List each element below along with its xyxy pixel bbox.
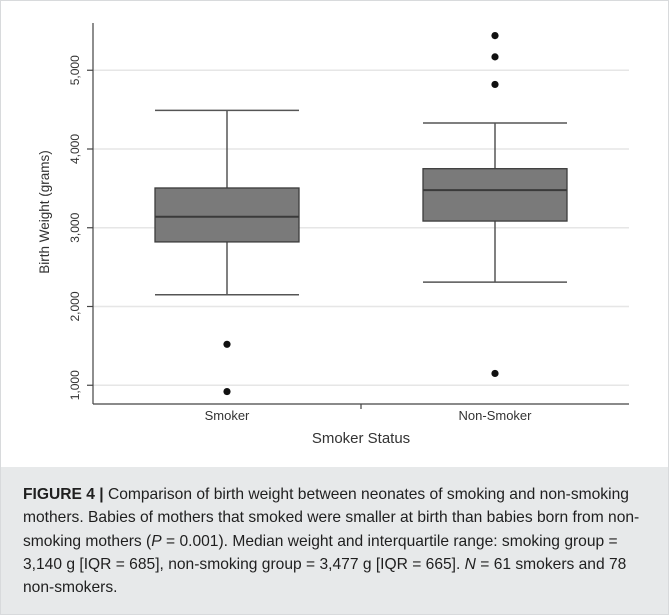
boxes <box>154 31 568 396</box>
outlier-non-smoker-1 <box>491 31 499 40</box>
x-tick-label-non-smoker: Non-Smoker <box>459 408 533 423</box>
caption-background <box>1 467 668 614</box>
y-tick-label-2000: 2,000 <box>68 291 82 321</box>
figure-caption: FIGURE 4 | Comparison of birth weight be… <box>23 483 653 599</box>
outlier-non-smoker-3 <box>491 80 499 89</box>
caption-text-part-3: = 61 smokers and 78 non-smokers. <box>23 555 627 597</box>
y-tick-label-3000: 3,000 <box>68 212 82 242</box>
caption-label: FIGURE 4 | <box>23 486 104 503</box>
x-axis-title: Smoker Status <box>312 430 410 447</box>
y-tick-label-5000: 5,000 <box>68 55 82 85</box>
x-tick-label-smoker: Smoker <box>205 408 250 423</box>
box-non-smoker <box>422 168 568 222</box>
y-tick-label-1000: 1,000 <box>68 370 82 400</box>
outlier-non-smoker-2 <box>491 53 499 61</box>
caption-text-part-2: = 0.001). Median weight and interquartil… <box>23 532 618 573</box>
box-plot-chart: Birth Weight (grams) Smoker Status 1,000… <box>37 23 629 447</box>
caption-text-part-1: Comparison of birth weight between neona… <box>23 486 640 550</box>
axes <box>87 23 629 409</box>
outlier-non-smoker-4 <box>491 369 499 378</box>
caption-n-symbol: N <box>464 555 476 573</box>
caption-p-symbol: P <box>151 532 162 550</box>
outlier-smoker-2 <box>223 387 231 396</box>
axis-labels: Birth Weight (grams) Smoker Status 1,000… <box>37 55 532 447</box>
box-smoker <box>154 187 300 243</box>
y-axis-title: Birth Weight (grams) <box>37 150 52 274</box>
outlier-smoker-1 <box>223 340 231 348</box>
y-tick-label-4000: 4,000 <box>68 134 82 164</box>
